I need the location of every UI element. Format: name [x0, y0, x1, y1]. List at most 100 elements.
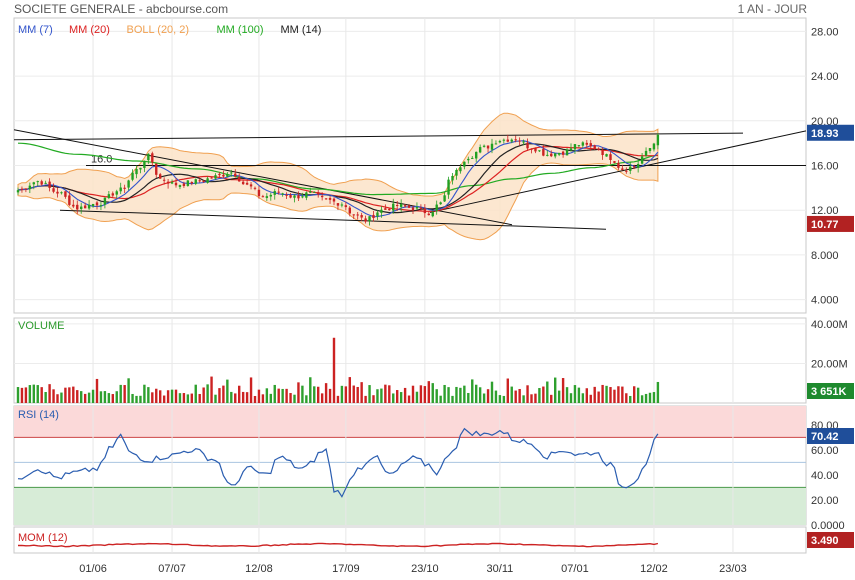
last-mom-badge: 3.490 — [811, 535, 839, 547]
volume-bar — [16, 387, 20, 403]
candle-body — [526, 142, 529, 149]
volume-bar — [475, 384, 478, 403]
chart-title: SOCIETE GENERALE - abcbourse.com — [14, 2, 229, 16]
candle-body — [107, 194, 111, 199]
period-selector[interactable]: 1 AN - JOUR — [737, 2, 807, 16]
candle-body — [601, 149, 604, 156]
candle-body — [471, 157, 474, 159]
candle-body — [411, 207, 415, 211]
volume-bar — [210, 376, 213, 403]
volume-bar — [332, 337, 336, 403]
volume-bar — [76, 390, 79, 403]
volume-bar — [285, 388, 288, 403]
candle-body — [68, 195, 71, 205]
date-tick-label: 23/03 — [719, 563, 747, 575]
date-tick-label: 30/11 — [487, 563, 514, 575]
trendline-lower — [59, 209, 607, 230]
candle-body — [557, 152, 561, 155]
candle-body — [324, 198, 328, 200]
candle-body — [289, 195, 292, 198]
volume-bar — [415, 391, 419, 403]
volume-bar — [28, 385, 32, 403]
candle-body — [261, 196, 265, 198]
candle-body — [648, 148, 652, 151]
candle-body — [332, 198, 336, 202]
volume-panel — [13, 317, 807, 404]
volume-bar — [396, 390, 399, 403]
volume-bar — [261, 394, 265, 403]
volume-bar — [305, 395, 308, 403]
candle-body — [360, 215, 363, 218]
volume-bar — [407, 395, 411, 403]
candle-body — [313, 191, 316, 193]
volume-bar — [656, 381, 660, 403]
volume-bar — [459, 387, 462, 403]
volume-bar — [166, 390, 170, 403]
date-tick-label: 23/10 — [411, 563, 439, 575]
volume-bar — [482, 393, 486, 403]
candle-body — [427, 213, 430, 216]
volume-bar — [139, 395, 142, 403]
volume-bar — [155, 388, 158, 403]
volume-bar — [538, 388, 541, 403]
candle-body — [613, 161, 616, 163]
legend-mm14: MM (14) — [281, 24, 322, 36]
volume-bar — [95, 378, 99, 403]
candle-body — [234, 173, 237, 177]
volume-bar — [135, 395, 138, 403]
volume-bar — [546, 381, 549, 403]
volume-bar — [123, 385, 126, 403]
candle-body — [534, 148, 537, 152]
volume-bar — [344, 386, 348, 403]
volume-bar — [186, 394, 190, 403]
candle-body — [384, 208, 387, 210]
volume-bar — [119, 384, 122, 403]
volume-bar — [170, 389, 174, 403]
low-price-badge-bg — [807, 215, 854, 232]
volume-bar — [328, 388, 332, 403]
candle-body — [194, 179, 197, 184]
volume-bar — [249, 377, 253, 403]
candle-body — [364, 218, 367, 222]
volume-bar — [510, 386, 513, 403]
volume-bar — [609, 387, 612, 403]
volume-bar — [103, 391, 107, 403]
candle-body — [139, 167, 142, 170]
volume-bar — [478, 387, 482, 403]
volume-bar — [320, 393, 324, 403]
candle-body — [380, 209, 383, 213]
volume-bar — [301, 385, 304, 403]
volume-bar — [419, 385, 423, 403]
volume-bar — [467, 392, 470, 403]
volume-bar — [313, 386, 316, 403]
candle-body — [463, 161, 466, 167]
candle-body — [625, 170, 628, 172]
volume-bar — [364, 395, 367, 403]
candle-body — [356, 214, 359, 216]
volume-bar — [565, 387, 569, 403]
candle-body — [569, 148, 573, 151]
candle-body — [573, 144, 577, 150]
candle-body — [431, 212, 434, 217]
candle-body — [245, 182, 249, 185]
rsi-tick-label: 20.00 — [811, 495, 839, 507]
volume-bar — [451, 395, 454, 403]
volume-bar — [36, 385, 39, 403]
candle-body — [554, 153, 557, 157]
candle-body — [644, 150, 648, 156]
volume-bar — [309, 377, 312, 403]
date-tick-label: 12/08 — [245, 563, 273, 575]
candle-body — [447, 179, 450, 195]
candle-body — [577, 145, 581, 147]
candle-body — [206, 178, 209, 183]
rsi-tick-label: 60.00 — [811, 445, 839, 457]
candle-body — [617, 162, 620, 168]
candle-body — [111, 193, 114, 196]
volume-bar — [403, 387, 407, 403]
candle-body — [151, 153, 154, 163]
candle-body — [277, 191, 280, 193]
volume-bar — [20, 387, 24, 403]
price-tick-label: 4.000 — [811, 295, 839, 307]
volume-bar — [573, 385, 577, 403]
volume-bar — [557, 390, 561, 403]
